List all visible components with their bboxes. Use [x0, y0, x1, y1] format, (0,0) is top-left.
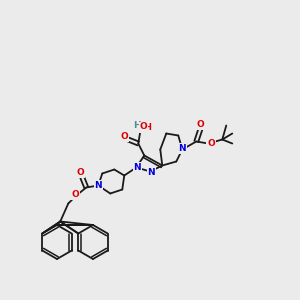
Text: O: O [140, 122, 147, 131]
Text: O: O [120, 132, 128, 141]
Text: OH: OH [138, 123, 152, 132]
Text: N: N [134, 163, 141, 172]
Text: O: O [207, 139, 215, 148]
Text: H: H [134, 121, 141, 130]
Text: N: N [178, 144, 186, 153]
Text: O: O [196, 120, 204, 129]
Text: O: O [71, 190, 79, 199]
Text: O: O [76, 168, 84, 177]
Text: N: N [94, 181, 102, 190]
Text: N: N [148, 168, 155, 177]
